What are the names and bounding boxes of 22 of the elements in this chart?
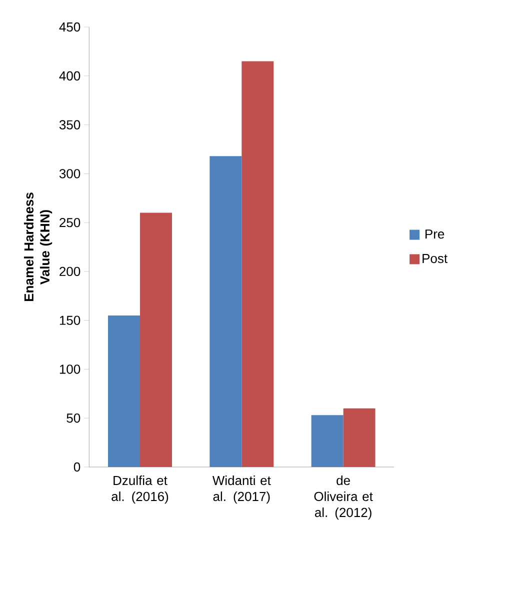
- y-tick-label: 450: [59, 22, 80, 32]
- y-tick-label: 100: [60, 364, 80, 374]
- x-tick-label: Dzulfia et al. (2016): [112, 476, 168, 504]
- y-tick-label: 200: [60, 266, 80, 276]
- x-tick-label: de Oliveira et al. (2012): [314, 476, 373, 520]
- bar: [210, 156, 242, 467]
- bar: [140, 212, 172, 467]
- bar: [242, 61, 274, 467]
- y-tick-label: 400: [59, 71, 80, 80]
- y-tick-label: 250: [60, 218, 80, 228]
- y-tick-label: 150: [60, 316, 80, 325]
- y-axis-title: Enamel Hardness Value (KHN): [24, 192, 52, 302]
- x-tick-label: Widanti et al. (2017): [212, 476, 271, 504]
- y-tick-label: 50: [66, 414, 80, 423]
- y-tick-label: 300: [59, 169, 80, 178]
- bar: [343, 408, 376, 467]
- legend-label: Pre: [426, 230, 444, 239]
- y-tick-label: 0: [74, 462, 80, 472]
- bar: [311, 415, 344, 467]
- bar: [108, 315, 140, 467]
- legend-label: Post: [422, 254, 448, 264]
- y-tick-label: 350: [59, 120, 80, 130]
